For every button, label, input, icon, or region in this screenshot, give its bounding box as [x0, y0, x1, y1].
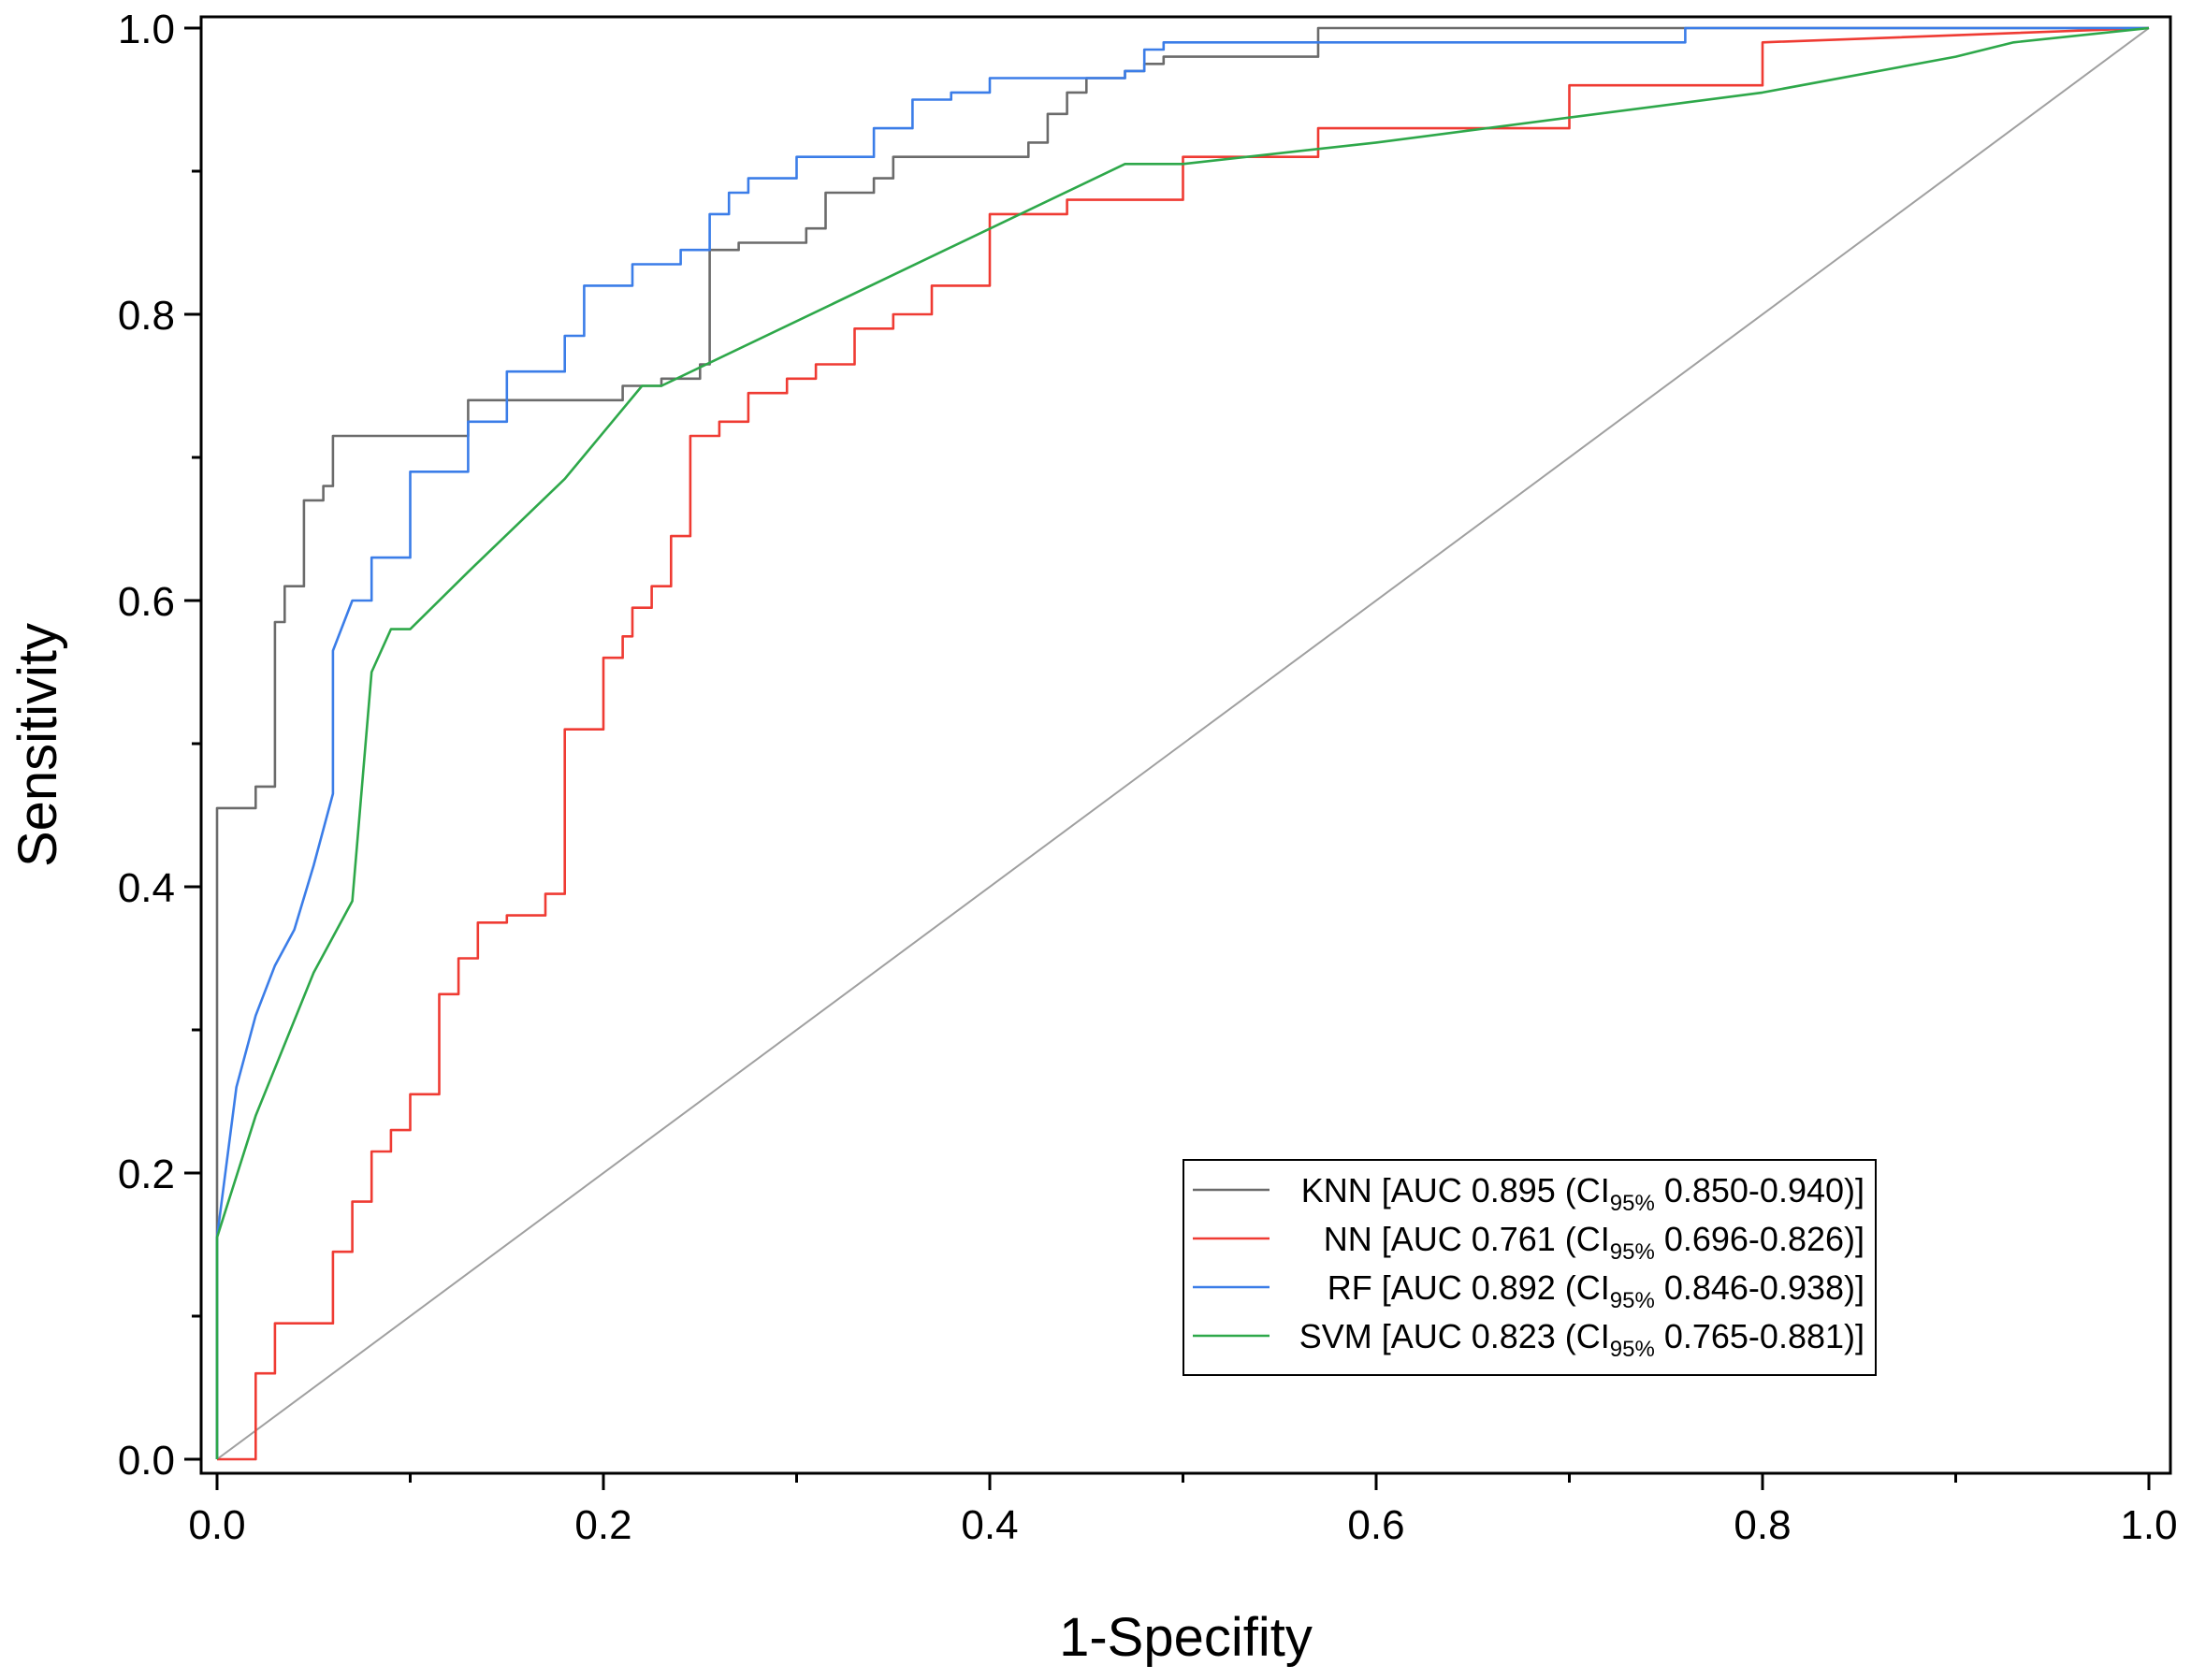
x-tick-label: 1.0	[2120, 1502, 2177, 1548]
reference-diagonal-line	[216, 27, 2150, 1460]
x-tick-label: 0.8	[1734, 1502, 1791, 1548]
legend-label-nn: NN [AUC 0.761 (CI95% 0.696-0.826)]	[1324, 1220, 1865, 1265]
series-line-svm	[215, 26, 2150, 1459]
legend-label-svm: SVM [AUC 0.823 (CI95% 0.765-0.881)]	[1299, 1317, 1865, 1362]
x-tick-label: 0.2	[574, 1502, 631, 1548]
y-axis-title: Sensitivity	[7, 623, 68, 867]
x-tick-label: 0.6	[1347, 1502, 1404, 1548]
series-line-nn	[217, 26, 2150, 1461]
x-axis-title: 1-Specifity	[1059, 1607, 1313, 1668]
y-tick-label: 0.2	[118, 1151, 175, 1197]
series-line-rf	[215, 26, 2149, 1459]
legend-label-rf: RF [AUC 0.892 (CI95% 0.846-0.938)]	[1328, 1268, 1865, 1313]
y-tick-label: 0.0	[118, 1438, 175, 1484]
y-tick-label: 1.0	[118, 7, 175, 52]
y-tick-label: 0.6	[118, 579, 175, 625]
y-tick-label: 0.4	[118, 865, 175, 911]
legend-label-knn: KNN [AUC 0.895 (CI95% 0.850-0.940)]	[1301, 1171, 1865, 1216]
x-tick-label: 0.0	[188, 1502, 245, 1548]
x-tick-label: 0.4	[961, 1502, 1018, 1548]
legend: KNN [AUC 0.895 (CI95% 0.850-0.940)]NN [A…	[1183, 1159, 1877, 1376]
legend-box	[1183, 1159, 1877, 1376]
y-tick-label: 0.8	[118, 293, 175, 339]
